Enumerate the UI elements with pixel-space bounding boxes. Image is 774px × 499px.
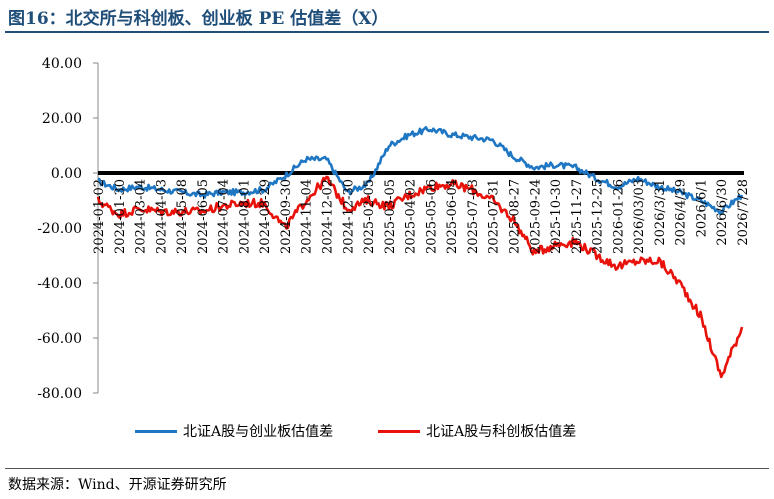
series-line-red	[96, 175, 744, 379]
y-tick-label: -80.00	[37, 386, 82, 402]
x-tick-label: 2024-09-30	[279, 179, 294, 254]
x-tick-label: 2025-03-05	[383, 179, 398, 254]
x-tick-label: 2024-01-30	[113, 179, 128, 254]
x-tick-label: 2026/4/29	[674, 179, 689, 246]
title-rule	[5, 31, 769, 33]
x-tick-label: 2024-04-03	[154, 179, 169, 254]
legend: 北证A股与创业板估值差 北证A股与科创板估值差	[135, 421, 576, 441]
x-tick-label: 2025-04-02	[404, 179, 419, 254]
x-tick-label: 2026-01-26	[611, 179, 626, 254]
legend-item-red: 北证A股与科创板估值差	[378, 421, 576, 441]
x-tick-label: 2025-07-03	[466, 179, 481, 254]
x-tick-label: 2024-12-02	[321, 179, 336, 254]
x-tick-label: 2025-06-04	[445, 179, 460, 254]
x-tick-label: 2025-10-30	[549, 179, 564, 254]
x-tick-label: 2026/6/1	[694, 179, 709, 237]
x-tick-label: 2024-06-05	[196, 179, 211, 254]
legend-swatch-red	[378, 429, 421, 433]
figure-title: 图16：北交所与科创板、创业板 PE 估值差（X）	[8, 9, 389, 29]
y-tick-label: 40.00	[42, 56, 82, 72]
y-tick-label: -40.00	[37, 276, 82, 292]
x-tick-label: 2026/3/31	[653, 179, 668, 246]
x-tick-label: 2025-08-27	[507, 179, 522, 254]
x-tick-label: 2025-12-25	[591, 179, 606, 254]
x-tick-label: 2025-02-05	[362, 179, 377, 254]
x-tick-label: 2024-08-29	[258, 179, 273, 254]
x-tick-label: 2024-12-30	[341, 179, 356, 254]
y-tick-label: -20.00	[37, 221, 82, 237]
legend-label-red: 北证A股与科创板估值差	[426, 424, 577, 440]
y-tick-label: 0.00	[51, 166, 82, 182]
x-tick-label: 2026/7/28	[736, 179, 751, 246]
x-tick-label: 2025-11-27	[570, 179, 585, 254]
x-tick-label: 2025-09-24	[528, 179, 543, 254]
x-tick-label: 2026/03/03	[632, 179, 647, 254]
x-tick-label: 2026/6/30	[715, 179, 730, 246]
legend-item-blue: 北证A股与创业板估值差	[135, 421, 333, 441]
x-tick-label: 2024-08-01	[237, 179, 252, 254]
legend-label-blue: 北证A股与创业板估值差	[183, 424, 334, 440]
x-tick-label: 2024-05-08	[175, 179, 190, 254]
x-tick-label: 2025-07-31	[487, 179, 502, 254]
x-tick-label: 2024-03-04	[134, 179, 149, 254]
y-tick-label: 20.00	[42, 111, 82, 127]
x-tick-label: 2024-01-02	[92, 179, 107, 254]
series-line-blue	[97, 126, 744, 215]
x-tick-label: 2025-05-06	[424, 179, 439, 254]
legend-swatch-blue	[135, 429, 177, 433]
x-tick-label: 2024-07-04	[217, 179, 232, 254]
y-tick-label: -60.00	[37, 331, 82, 347]
x-tick-label: 2024-11-04	[300, 179, 315, 254]
source-note: 数据来源：Wind、开源证券研究所	[8, 477, 227, 493]
source-rule	[5, 468, 769, 469]
